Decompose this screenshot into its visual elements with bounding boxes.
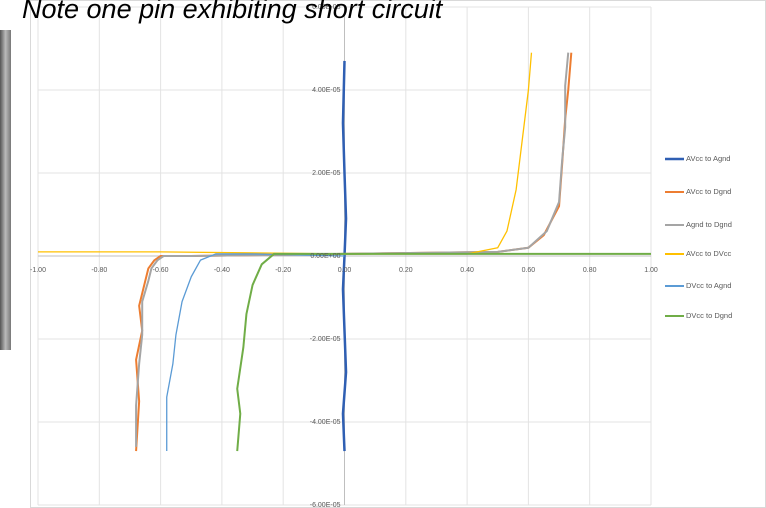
- x-tick-label: -0.40: [214, 267, 230, 274]
- y-tick-label: 0.00E+00: [310, 253, 340, 260]
- x-tick-label: 1.00: [644, 267, 658, 274]
- legend-label: DVcc to Agnd: [686, 281, 731, 290]
- y-tick-label: 2.00E-05: [312, 170, 341, 177]
- photo-strip: [0, 30, 11, 350]
- y-tick-label: -6.00E-05: [310, 502, 341, 508]
- x-tick-label: -1.00: [30, 267, 46, 274]
- x-tick-label: 0.60: [522, 267, 536, 274]
- chart: -1.00 -0.80 -0.60 -0.40 -0.20 0.00 0.20 0.40 0.6…: [0, 0, 766, 508]
- x-tick-label: -0.80: [91, 267, 107, 274]
- legend-label: DVcc to Dgnd: [686, 311, 732, 320]
- legend-label: AVcc to DVcc: [686, 249, 732, 258]
- y-tick-label: -4.00E-05: [310, 419, 341, 426]
- x-tick-label: 0.00: [338, 267, 352, 274]
- x-tick-label: 0.40: [460, 267, 474, 274]
- series-line: [38, 53, 531, 254]
- legend-label: AVcc to Agnd: [686, 154, 730, 163]
- y-tick-label: -2.00E-05: [310, 336, 341, 343]
- y-tick-label: 4.00E-05: [312, 87, 341, 94]
- series-line: [237, 254, 651, 451]
- x-tick-label: 0.20: [399, 267, 413, 274]
- series-line: [136, 53, 568, 447]
- x-tick-label: -0.60: [153, 267, 169, 274]
- legend-label: Agnd to Dgnd: [686, 220, 732, 229]
- legend-label: AVcc to Dgnd: [686, 187, 731, 196]
- chart-title: Note one pin exhibiting short circuit: [22, 0, 444, 24]
- x-tick-label: 0.80: [583, 267, 597, 274]
- x-tick-label: -0.20: [275, 267, 291, 274]
